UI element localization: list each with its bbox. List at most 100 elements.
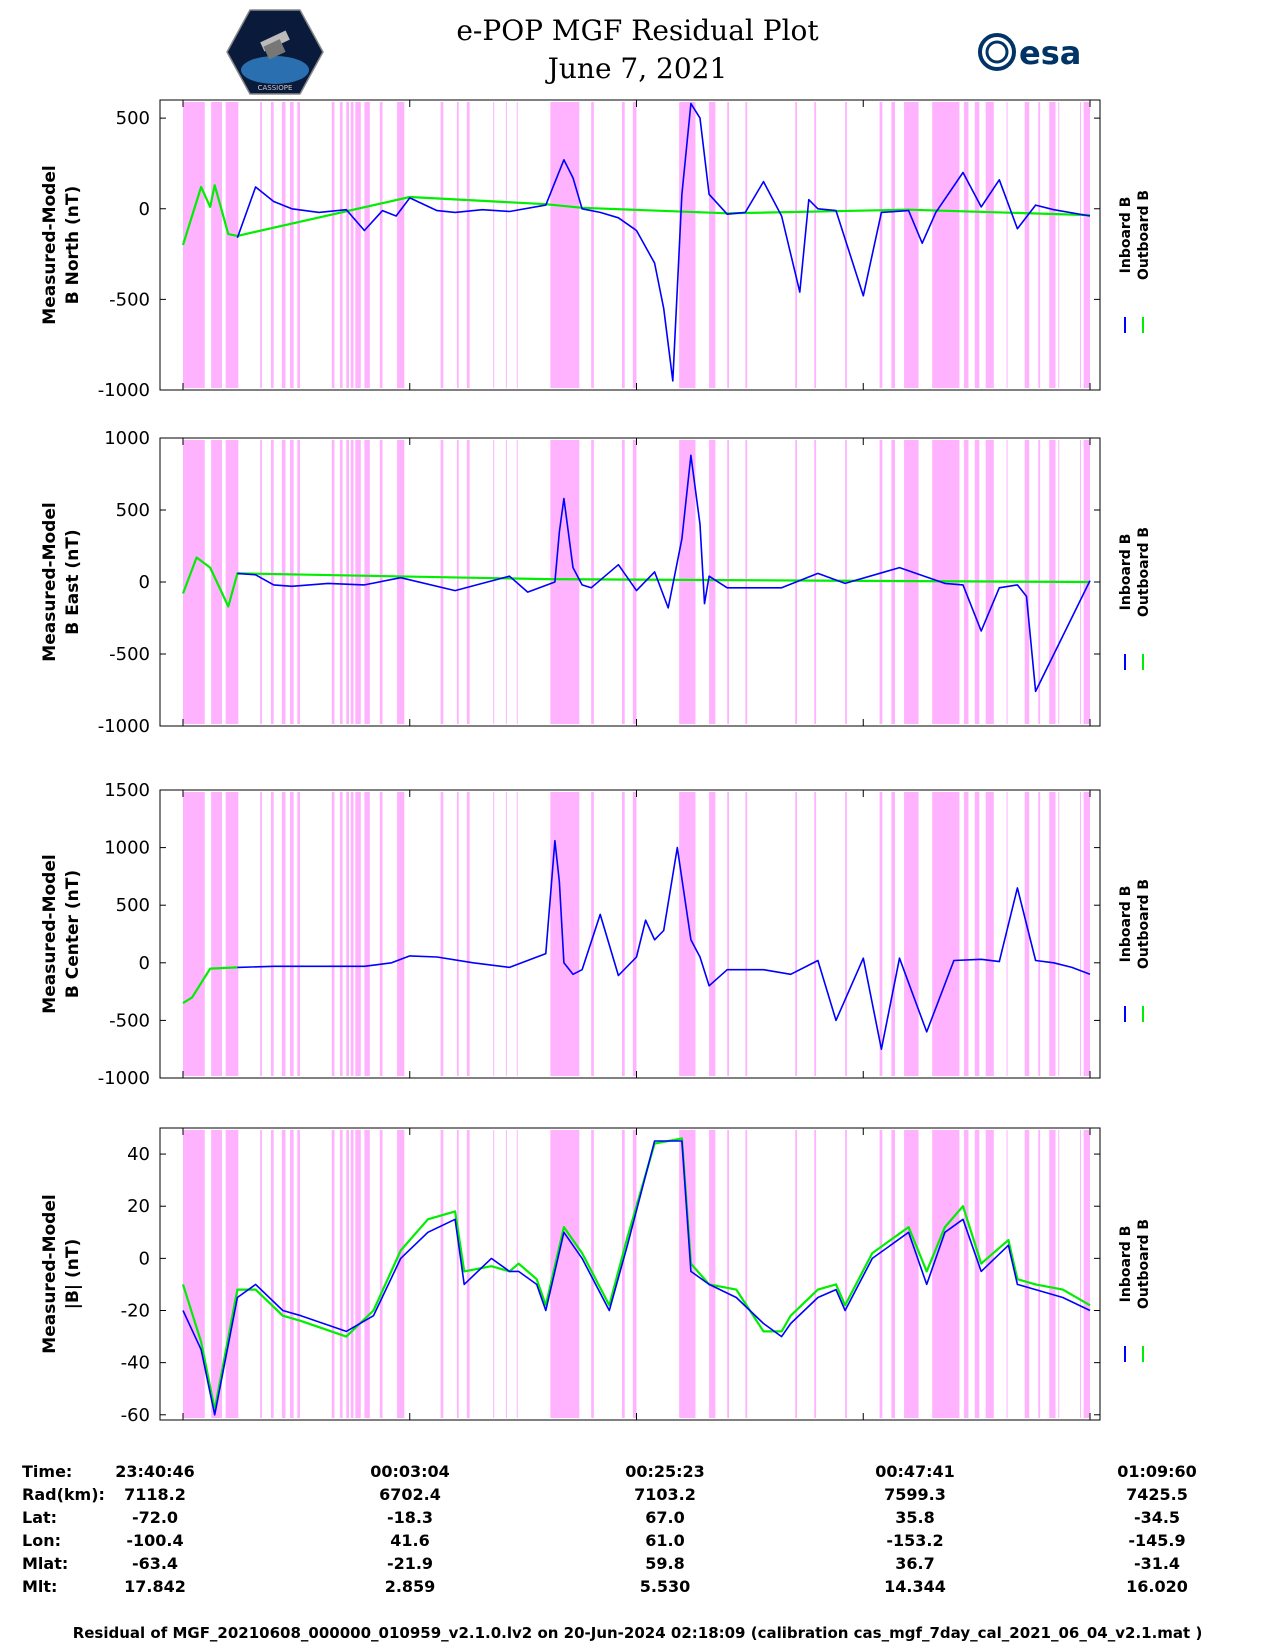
info-value: 7118.2 [124,1485,186,1504]
bcenter-shade-band [493,792,495,1076]
bmag-shade-band [260,1130,262,1418]
bmag-shade-band [346,1130,349,1418]
bcenter-shade-band [879,792,883,1076]
bcenter-panel: -1000 -500 0 500 1000 1500 Measured-Model B Cen… [40,780,1152,1089]
bnorth-shade-band [211,102,223,388]
bmag-shade-band [974,1130,980,1418]
bnorth-legend-inboard: Inboard B [1118,197,1134,274]
bmag-ylabel-line2: |B| (nT) [63,1239,83,1310]
bmag-shade-band [963,1130,969,1418]
bcenter-shade-band [727,792,730,1076]
bmag-shade-band [355,1130,361,1418]
bcenter-ytick-label: -500 [109,1010,150,1031]
bnorth-shade-band [297,102,301,388]
bnorth-shade-band [1006,102,1008,388]
bnorth-shade-band [974,102,980,388]
bnorth-ytick-label: 0 [139,199,150,220]
bnorth-shade-band [1083,102,1090,388]
bmag-shade-band [709,1130,716,1418]
beast-shade-band [350,440,354,724]
bmag-shade-band [621,1130,625,1418]
bmag-shade-band [745,1130,748,1418]
bnorth-ytick-label: 500 [116,108,150,129]
info-value: 5.530 [639,1577,691,1596]
bcenter-shade-band [339,792,343,1076]
bnorth-shade-band [550,102,580,388]
bmag-shade-band [225,1130,239,1418]
info-value: 59.8 [645,1554,685,1573]
bmag-legend-outboard: Outboard B [1136,1219,1152,1309]
bnorth-ytick-label: -500 [109,289,150,310]
bmag-shade-band [297,1130,301,1418]
beast-shade-band [440,440,444,724]
bcenter-axes-box [159,789,1101,1079]
info-value: -145.9 [1128,1531,1186,1550]
bnorth-shade-band [985,102,994,388]
bcenter-legend-outboard: Outboard B [1136,879,1152,969]
bnorth-shade-band [331,102,335,388]
bcenter-shade-band [904,792,919,1076]
bmag-shade-band [440,1130,444,1418]
beast-shade-band [709,440,716,724]
bnorth-series-inboard [236,102,1091,382]
bcenter-shade-band [745,792,748,1076]
bmag-shade-band [891,1130,895,1418]
bcenter-shade-band [379,792,383,1076]
info-value: 16.020 [1126,1577,1188,1596]
bcenter-shade-band [1058,792,1060,1076]
info-value: -21.9 [386,1554,434,1573]
bnorth-shade-band [260,102,262,388]
info-value: -72.0 [131,1508,179,1527]
bnorth-shade-band [440,102,444,388]
page-subtitle-date: June 7, 2021 [547,52,728,85]
bnorth-shade-band [397,102,405,388]
beast-shade-band [297,440,301,724]
beast-shade-band [270,440,274,724]
bmag-shade-band [397,1130,405,1418]
bmag-shade-band [281,1130,286,1418]
bcenter-shade-band [1083,792,1090,1076]
bcenter-ytick-label: 1000 [104,838,150,859]
beast-ytick-label: -500 [109,644,150,665]
bmag-shade-band [632,1130,637,1418]
bnorth-axes-box [159,99,1101,391]
bcenter-shade-band [466,792,470,1076]
bcenter-shade-band [621,792,625,1076]
beast-shade-band [727,440,730,724]
bcenter-shade-band [814,792,817,1076]
bcenter-shade-band [1038,792,1041,1076]
bcenter-shade-band [364,792,370,1076]
info-value: 41.6 [390,1531,430,1550]
beast-shade-band [493,440,495,724]
bcenter-ytick-label: 0 [139,953,150,974]
info-label: Mlat: [22,1554,69,1573]
bcenter-shade-band [516,792,518,1076]
beast-ytick-label: 500 [116,500,150,521]
bnorth-shade-band [364,102,370,388]
beast-shade-band [621,440,625,724]
beast-shade-band [346,440,349,724]
bcenter-ytick-label: 1500 [104,780,150,801]
bcenter-shade-band [211,792,223,1076]
bnorth-shade-band [270,102,274,388]
bcenter-ytick-label: -1000 [98,1068,150,1089]
info-label: Mlt: [22,1577,58,1596]
bcenter-shade-band [225,792,239,1076]
bnorth-shade-band [183,102,205,388]
bmag-ytick-label: 40 [127,1144,150,1165]
bmag-shade-band [814,1130,817,1418]
info-value: 67.0 [645,1508,685,1527]
bnorth-shade-band [355,102,361,388]
bmag-shade-band [1080,1130,1082,1418]
bcenter-shade-band [550,792,580,1076]
bnorth-shade-band [505,102,507,388]
beast-shade-band [845,440,847,724]
esa-logo-text: esa [1019,34,1081,72]
bcenter-series-outboard [182,966,238,1005]
info-value: 01:09:60 [1117,1462,1197,1481]
bnorth-ylabel-line2: B North (nT) [63,186,83,305]
bcenter-shade-band [346,792,349,1076]
beast-ytick-label: -1000 [98,716,150,737]
bcenter-shade-band [397,792,405,1076]
info-label: Lon: [22,1531,61,1550]
